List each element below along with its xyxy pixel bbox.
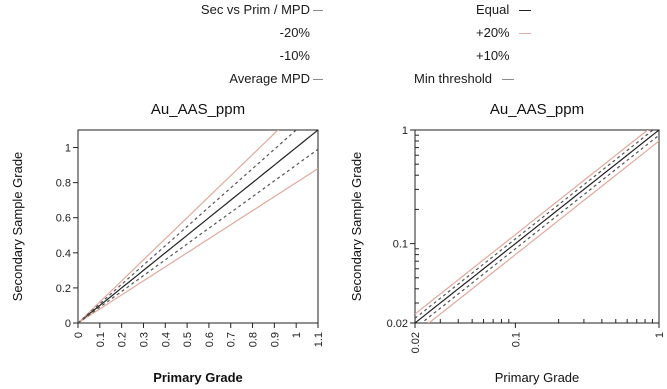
left-chart-x-tick-label: 0.5 (182, 332, 194, 347)
legend-swatch-equal (519, 10, 531, 11)
right-chart-x-tick-label: 0.02 (410, 332, 422, 353)
left-chart-series-10 (78, 148, 318, 323)
legend-swatch-min-threshold (502, 79, 514, 80)
left-chart-series-20 (78, 130, 279, 323)
legend-label-min-threshold: Min threshold (414, 71, 493, 86)
left-chart-x-tick-label: 1.1 (313, 332, 325, 347)
left-chart-title: Au_AAS_ppm (151, 101, 245, 118)
left-chart-x-tick-label: 0.1 (95, 332, 107, 347)
left-chart-x-axis-label: Primary Grade (153, 370, 243, 385)
right-chart-series-10 (420, 134, 659, 323)
right-chart-series-equal (415, 130, 659, 323)
left-chart-x-tick-label: 1 (291, 332, 303, 338)
left-chart-x-tick-label: 0.2 (117, 332, 129, 347)
legend-swatch-average-mpd (313, 79, 323, 80)
left-chart-x-tick-label: 0.6 (204, 332, 216, 347)
legend-swatch-plus20 (519, 33, 531, 34)
legend-label-minus20: -20% (279, 25, 310, 40)
right-chart-x-tick-label: 1 (654, 332, 666, 338)
left-chart-x-tick-label: 0.7 (226, 332, 238, 347)
left-chart-plot-frame (77, 129, 319, 324)
legend-label-sec-vs-prim: Sec vs Prim / MPD (200, 2, 310, 17)
right-chart-y-tick-label: 0.02 (387, 318, 408, 330)
right-chart-series-10 (415, 130, 654, 319)
right-chart-x-axis-label: Primary Grade (495, 370, 580, 385)
left-chart-x-tick-label: 0.4 (160, 332, 172, 347)
legend-label-minus10: -10% (279, 48, 310, 63)
legend-label-average-mpd: Average MPD (229, 71, 310, 86)
left-chart-y-tick-label: 0 (65, 318, 71, 330)
left-chart-y-tick-label: 0.8 (56, 178, 71, 190)
left-chart-y-tick-label: 0.2 (56, 283, 71, 295)
legend-swatch-sec-vs-prim (313, 10, 323, 11)
left-chart-x-tick-label: 0 (73, 332, 85, 338)
linear-scale-chart: Au_AAS_ppm Primary Grade Secondary Sample … (10, 101, 325, 385)
left-chart-y-axis-label: Secondary Sample Grade (10, 152, 25, 302)
right-chart-y-axis-label: Secondary Sample Grade (349, 152, 364, 302)
log-scale-chart: Au_AAS_ppm Primary Grade Secondary Sample … (349, 101, 666, 385)
chart-legend: Sec vs Prim / MPD -20% -10% Average MPD … (0, 0, 667, 92)
left-chart-series-10 (78, 130, 298, 323)
left-chart-x-tick-label: 0.3 (138, 332, 150, 347)
legend-label-plus10: +10% (476, 48, 510, 63)
right-chart-series-20 (415, 130, 649, 315)
left-chart-y-tick-label: 0.4 (56, 248, 71, 260)
left-chart-x-tick-label: 0.9 (269, 332, 281, 347)
right-chart-x-tick-label: 0.1 (510, 332, 522, 347)
left-chart-y-tick-label: 1 (65, 143, 71, 155)
right-chart-y-tick-label: 1 (402, 125, 408, 137)
right-chart-series-20 (427, 140, 659, 323)
legend-label-equal: Equal (476, 2, 510, 17)
right-chart-y-tick-label: 0.1 (393, 239, 408, 251)
left-chart-x-tick-label: 0.8 (248, 332, 260, 347)
left-chart-y-tick-label: 0.6 (56, 213, 71, 225)
left-chart-series-equal (78, 130, 318, 323)
legend-label-plus20: +20% (476, 25, 510, 40)
right-chart-title: Au_AAS_ppm (490, 101, 584, 118)
left-chart-series-20 (78, 168, 318, 323)
right-chart-plot-frame (414, 129, 660, 324)
